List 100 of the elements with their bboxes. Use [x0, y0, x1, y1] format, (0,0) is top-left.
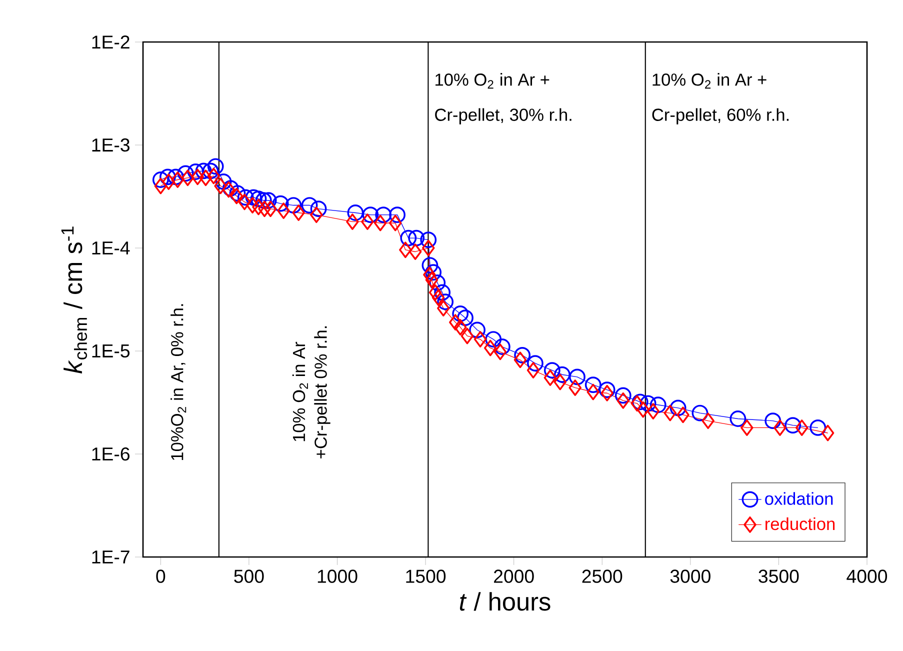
point: [301, 197, 318, 214]
point: [764, 412, 782, 430]
legend-label: oxidation: [765, 492, 833, 505]
point: [250, 190, 267, 208]
point: [569, 368, 586, 386]
annotation: 10%O$_{2}$ in Ar, 0% r.h.: [170, 304, 186, 460]
point: [554, 366, 570, 383]
point: [586, 384, 600, 400]
point: [514, 352, 527, 368]
point: [246, 197, 259, 214]
point: [429, 274, 446, 291]
point: [494, 338, 510, 355]
point: [774, 420, 786, 436]
point: [272, 195, 289, 212]
point: [154, 178, 168, 194]
x-tick-label: 2000: [494, 570, 534, 583]
annotation: 10% O$_{2}$ in Ar +: [436, 73, 550, 89]
point: [630, 395, 644, 412]
point: [420, 232, 437, 248]
point: [162, 174, 175, 190]
point: [646, 403, 660, 420]
point: [389, 206, 406, 224]
point: [437, 300, 450, 316]
x-tick-label: 1000: [318, 570, 358, 583]
point: [255, 192, 272, 209]
x-tick-label: 1500: [406, 570, 446, 583]
point: [375, 206, 392, 224]
point: [640, 395, 656, 412]
point: [484, 340, 497, 356]
point: [514, 347, 531, 364]
point: [310, 206, 323, 224]
point: [428, 284, 442, 301]
point: [258, 200, 271, 218]
point: [264, 200, 277, 218]
point: [598, 382, 616, 398]
point: [160, 168, 176, 186]
point: [260, 192, 277, 209]
point: [214, 178, 227, 194]
annotation: 10% O$_{2}$ in Ar: [292, 342, 308, 442]
point: [457, 310, 474, 326]
point: [526, 355, 544, 372]
point: [740, 420, 754, 436]
point: [425, 272, 438, 288]
point: [408, 244, 422, 260]
point: [544, 362, 560, 378]
point: [277, 202, 290, 219]
point: [670, 400, 686, 416]
point: [676, 406, 690, 424]
point: [171, 172, 184, 188]
legend-label: reduction: [766, 517, 835, 530]
x-tick-label: 3500: [758, 570, 799, 583]
y-tick-label: 1E-3: [92, 138, 130, 152]
point: [408, 230, 425, 246]
point: [181, 170, 194, 186]
annotation: 10% O$_{2}$ in Ar +: [652, 73, 766, 89]
point: [616, 392, 630, 409]
point: [215, 174, 232, 190]
y-axis-title: k$_{chem}$ / cm s$^{-1}$: [61, 226, 88, 374]
point: [347, 204, 364, 221]
annotation: +Cr-pellet 0% r.h.: [314, 326, 330, 458]
point: [636, 401, 650, 418]
point: [292, 204, 305, 221]
point: [452, 306, 469, 322]
point: [245, 189, 262, 206]
point: [795, 420, 808, 436]
point: [388, 214, 402, 232]
y-tick-label: 1E-6: [92, 447, 130, 461]
point: [449, 314, 462, 331]
point: [584, 376, 602, 393]
x-tick-label: 3000: [670, 570, 710, 583]
point: [614, 387, 632, 404]
point: [784, 417, 802, 434]
point: [207, 158, 224, 175]
point: [202, 162, 219, 180]
point: [346, 214, 359, 230]
point: [399, 242, 412, 258]
point: [167, 168, 184, 186]
point: [526, 362, 540, 378]
point: [422, 257, 438, 274]
point: [485, 331, 502, 348]
point: [432, 289, 445, 306]
point: [374, 214, 387, 232]
x-tick-label: 500: [234, 570, 264, 583]
point: [494, 344, 507, 360]
point: [454, 319, 467, 336]
point: [469, 322, 486, 338]
point: [361, 214, 374, 230]
point: [362, 206, 379, 224]
y-tick-label: 1E-7: [92, 550, 130, 564]
point: [544, 370, 557, 386]
point: [425, 264, 442, 281]
point: [474, 331, 487, 348]
point: [229, 185, 246, 202]
point: [310, 200, 327, 218]
point: [423, 266, 436, 283]
point: [152, 172, 169, 188]
point: [252, 198, 265, 216]
point: [632, 394, 648, 410]
x-tick-label: 2500: [582, 570, 622, 583]
point: [422, 240, 435, 256]
